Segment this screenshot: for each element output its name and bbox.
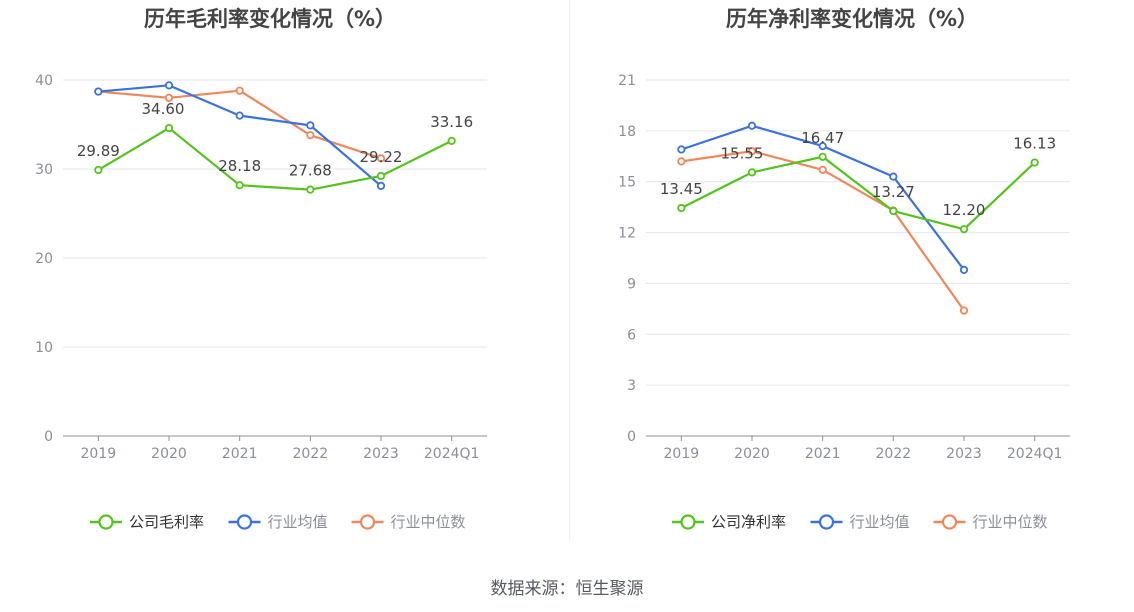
x-tick-label: 2023 xyxy=(946,446,982,462)
x-tick-label: 2019 xyxy=(81,446,117,462)
data-point-company xyxy=(1030,158,1039,167)
legend-label: 行业中位数 xyxy=(391,513,466,531)
data-point-company xyxy=(376,171,386,181)
data-point-industry_avg xyxy=(94,87,103,96)
x-tick-label: 2019 xyxy=(664,446,700,462)
legend-item-industry_avg: 行业均值 xyxy=(810,513,910,531)
data-point-industry_avg xyxy=(376,181,386,191)
y-tick-label: 6 xyxy=(627,327,636,343)
x-tick-label: 2021 xyxy=(222,446,258,462)
legend-marker xyxy=(98,514,114,530)
y-tick-label: 10 xyxy=(35,340,53,356)
chart-panel-2: 历年净利率变化情况（%） 0 3 6 9 12 15 18 21 2019 2020 2021 2022… xyxy=(618,7,1070,531)
data-point-company xyxy=(164,123,174,133)
y-tick-label: 0 xyxy=(44,429,53,445)
data-point-industry_median xyxy=(164,93,174,102)
data-label: 27.68 xyxy=(289,162,332,180)
y-tick-label: 15 xyxy=(618,175,636,191)
legend-item-company: 公司毛利率 xyxy=(90,513,204,531)
data-point-industry_median xyxy=(747,147,757,156)
data-point-company xyxy=(747,168,757,177)
data-point-industry_avg xyxy=(747,121,757,130)
legend-item-industry_median: 行业中位数 xyxy=(933,513,1048,531)
legend-label: 行业均值 xyxy=(850,513,910,531)
data-label: 16.13 xyxy=(1013,135,1056,153)
legend-label: 公司净利率 xyxy=(711,513,786,531)
data-point-industry_avg xyxy=(818,142,827,151)
chart-title: 历年净利率变化情况（%） xyxy=(726,7,978,31)
data-point-industry_avg xyxy=(164,81,174,90)
series-line-company xyxy=(97,126,453,191)
y-tick-label: 21 xyxy=(618,73,636,89)
y-tick-label: 9 xyxy=(627,276,636,292)
data-point-industry_avg xyxy=(889,172,898,181)
data-point-industry_median xyxy=(677,157,686,166)
data-point-company xyxy=(818,152,827,161)
data-label: 13.27 xyxy=(872,183,915,201)
legend-label: 行业中位数 xyxy=(973,513,1048,531)
legend-item-company: 公司净利率 xyxy=(672,513,786,531)
data-label: 29.22 xyxy=(360,148,403,166)
legend-item-industry_median: 行业中位数 xyxy=(351,513,466,531)
y-tick-label: 0 xyxy=(627,429,636,445)
x-tick-label: 2024Q1 xyxy=(424,446,480,462)
y-tick-label: 30 xyxy=(35,162,53,178)
legend-marker xyxy=(359,514,376,530)
legend-marker xyxy=(236,514,253,530)
data-point-industry_median xyxy=(376,154,386,163)
data-point-company xyxy=(447,136,456,145)
data-point-company xyxy=(94,165,103,175)
x-tick-label: 2023 xyxy=(363,446,399,462)
data-label: 28.18 xyxy=(218,157,261,175)
series-line-industry_median xyxy=(681,150,965,312)
legend-label: 公司毛利率 xyxy=(129,513,204,531)
data-point-industry_median xyxy=(959,306,969,315)
data-label: 13.45 xyxy=(660,180,703,198)
data-label: 34.60 xyxy=(142,100,185,118)
data-point-industry_median xyxy=(818,165,827,174)
y-tick-label: 3 xyxy=(627,378,636,394)
x-tick-label: 2020 xyxy=(734,446,770,462)
data-point-industry_avg xyxy=(306,121,315,130)
data-point-company xyxy=(677,203,686,213)
legend-item-industry_avg: 行业均值 xyxy=(228,513,328,531)
y-tick-label: 40 xyxy=(35,73,53,89)
x-tick-label: 2022 xyxy=(876,446,912,462)
data-point-company xyxy=(306,185,315,194)
data-point-industry_avg xyxy=(235,111,244,120)
data-point-company xyxy=(889,206,898,216)
y-tick-label: 20 xyxy=(35,251,53,267)
data-point-industry_avg xyxy=(959,265,969,274)
x-tick-label: 2022 xyxy=(293,446,329,462)
data-point-industry_median xyxy=(235,86,244,95)
series-line-company xyxy=(680,155,1036,231)
y-tick-label: 18 xyxy=(618,124,636,140)
legend-label: 行业均值 xyxy=(268,513,328,531)
y-tick-label: 12 xyxy=(618,226,636,242)
legend-marker xyxy=(941,514,958,530)
chart-title: 历年毛利率变化情况（%） xyxy=(144,7,396,31)
data-label: 15.55 xyxy=(721,144,764,162)
data-label: 12.20 xyxy=(943,201,986,219)
x-tick-label: 2021 xyxy=(805,446,841,462)
chart-divider xyxy=(569,0,570,540)
data-label: 29.89 xyxy=(77,142,120,160)
chart-panel-1: 历年毛利率变化情况（%） 0 10 20 30 40 2019 2020 2021 2022 202… xyxy=(35,7,487,531)
x-tick-label: 2024Q1 xyxy=(1007,446,1063,462)
data-label: 33.16 xyxy=(430,113,473,131)
data-point-company xyxy=(235,181,244,190)
legend-marker xyxy=(818,514,835,530)
legend-marker xyxy=(680,514,696,530)
x-tick-label: 2020 xyxy=(151,446,187,462)
data-point-company xyxy=(959,225,969,234)
data-label: 16.47 xyxy=(801,129,844,147)
data-point-industry_median xyxy=(306,131,315,140)
data-source: 数据来源：恒生聚源 xyxy=(490,579,644,599)
data-point-industry_avg xyxy=(677,145,686,154)
